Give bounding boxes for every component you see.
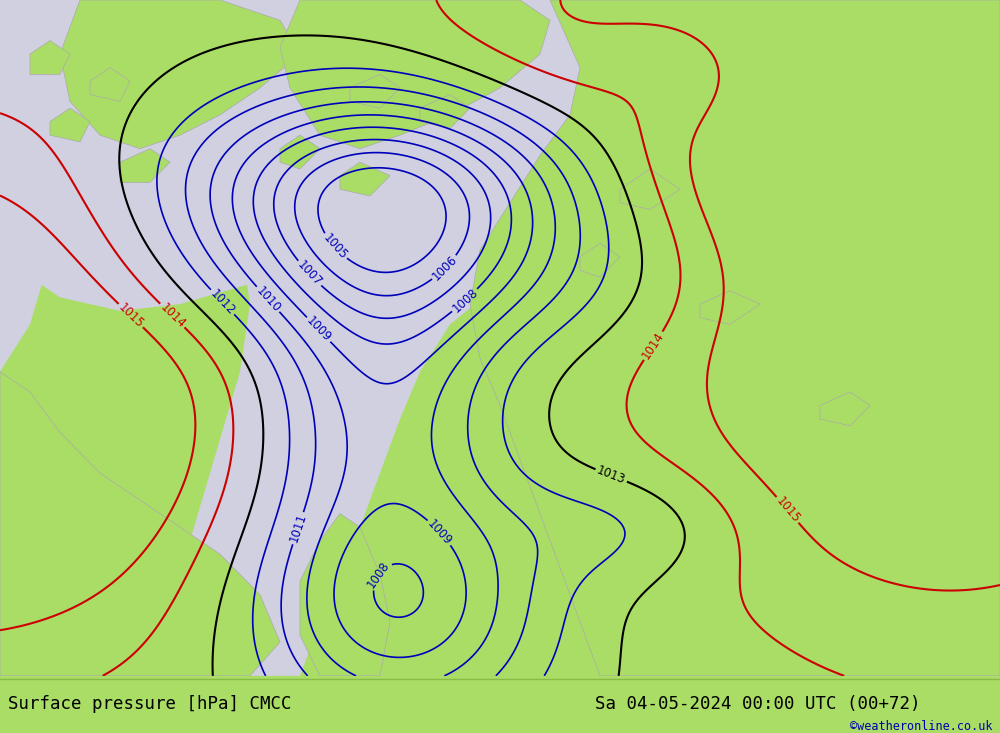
Text: 1008: 1008 [365,559,393,591]
Text: 1009: 1009 [304,314,334,345]
Polygon shape [820,392,870,426]
Text: 1013: 1013 [595,464,627,487]
Text: 1015: 1015 [773,494,802,526]
Polygon shape [0,0,60,372]
Text: 1014: 1014 [157,301,188,331]
Polygon shape [580,243,620,277]
Text: 1012: 1012 [207,287,237,317]
Polygon shape [470,0,1000,676]
Polygon shape [620,169,680,210]
Text: 1008: 1008 [450,286,480,315]
Text: Sa 04-05-2024 00:00 UTC (00+72): Sa 04-05-2024 00:00 UTC (00+72) [595,696,920,713]
Polygon shape [340,162,390,196]
Polygon shape [700,290,760,325]
Polygon shape [0,372,280,676]
Polygon shape [60,0,300,149]
Text: 1005: 1005 [320,232,349,262]
Polygon shape [120,149,170,183]
Polygon shape [0,0,440,311]
Text: Surface pressure [hPa] CMCC: Surface pressure [hPa] CMCC [8,696,292,713]
Text: ©weatheronline.co.uk: ©weatheronline.co.uk [850,720,993,733]
Polygon shape [350,74,400,108]
Polygon shape [280,135,320,169]
Text: 1007: 1007 [294,258,324,289]
Text: 1014: 1014 [640,330,667,362]
Polygon shape [300,514,390,676]
Polygon shape [50,108,90,142]
Polygon shape [420,95,470,128]
Text: 1011: 1011 [287,512,309,545]
Text: 1009: 1009 [425,517,455,548]
Polygon shape [180,0,650,676]
Polygon shape [90,67,130,101]
Text: 1015: 1015 [115,301,146,331]
Text: 1006: 1006 [430,253,460,283]
Polygon shape [280,0,550,149]
Polygon shape [30,40,70,74]
Text: 1010: 1010 [253,284,283,314]
